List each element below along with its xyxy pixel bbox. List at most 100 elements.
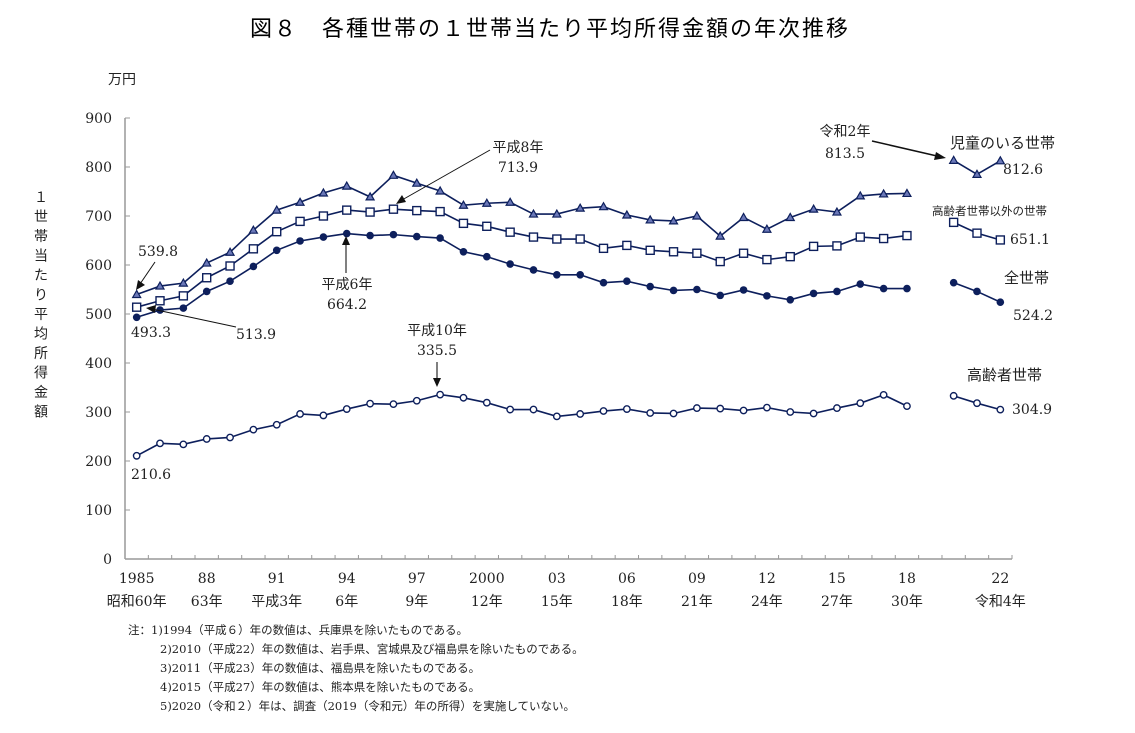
series-all bbox=[132, 229, 1005, 322]
data-point-nonelderly bbox=[645, 245, 655, 256]
y-axis-label: １ 世帯当たり平均所得金額 bbox=[34, 190, 48, 421]
x-tick-label-year: 91 bbox=[268, 571, 286, 587]
y-axis-label-char: 当 bbox=[34, 249, 48, 265]
data-point-all bbox=[389, 230, 398, 239]
y-tick-label: 800 bbox=[85, 160, 112, 176]
arrowhead-nonelderly-1996 bbox=[396, 195, 406, 204]
axes bbox=[124, 117, 1013, 560]
data-point-all bbox=[272, 246, 281, 255]
note-4: 4)2015（平成27）年の数値は、熊本県を除いたものである。 bbox=[160, 680, 481, 694]
data-point-nonelderly bbox=[225, 261, 235, 271]
note-3: 3)2011（平成23）年の数値は、福島県を除いたものである。 bbox=[160, 661, 481, 675]
x-tick-label-era: 24年 bbox=[751, 594, 783, 610]
data-point-children bbox=[691, 210, 702, 220]
series-last-value-elderly: 304.9 bbox=[1012, 402, 1052, 418]
data-point-all bbox=[483, 252, 491, 261]
data-point-children bbox=[505, 197, 516, 206]
data-point-all bbox=[833, 287, 841, 296]
series-label-children: 児童のいる世帯 bbox=[950, 134, 1055, 152]
x-tick-label-year: 03 bbox=[548, 571, 566, 587]
data-point-all bbox=[623, 277, 631, 285]
x-tick-label-era: 昭和60年 bbox=[107, 594, 167, 610]
x-tick-label-year: 18 bbox=[898, 571, 916, 587]
data-point-elderly bbox=[226, 433, 234, 442]
x-tick-label-year: 2000 bbox=[469, 571, 505, 587]
series-last-value-children: 812.6 bbox=[1003, 162, 1043, 178]
data-point-nonelderly bbox=[552, 234, 562, 244]
data-point-children bbox=[948, 155, 959, 164]
x-tick-label-era: 30年 bbox=[891, 594, 923, 610]
data-point-elderly bbox=[739, 406, 748, 415]
data-point-all bbox=[693, 285, 701, 294]
data-point-nonelderly bbox=[878, 233, 889, 244]
x-tick-label-era: 令和4年 bbox=[975, 594, 1026, 610]
y-axis-label-char: 均 bbox=[34, 327, 48, 343]
data-point-elderly bbox=[296, 410, 304, 418]
data-point-children bbox=[598, 201, 609, 211]
data-point-nonelderly bbox=[295, 216, 305, 227]
data-point-elderly bbox=[156, 439, 164, 448]
data-point-nonelderly bbox=[972, 228, 982, 238]
data-point-all bbox=[553, 271, 561, 279]
y-axis-label-char: 得 bbox=[34, 365, 48, 382]
annotation-children-2020-value: 813.5 bbox=[825, 146, 865, 162]
series-label-nonelderly: 高齢者世帯以外の世帯 bbox=[932, 204, 1047, 218]
x-tick-label-era: 9年 bbox=[405, 594, 428, 610]
data-point-all bbox=[669, 286, 678, 295]
y-tick-label: 700 bbox=[85, 209, 112, 225]
series-label-all: 全世帯 bbox=[1004, 269, 1049, 287]
series-label-elderly: 高齢者世帯 bbox=[967, 366, 1042, 384]
data-point-all bbox=[319, 233, 328, 241]
y-axis-label-char: た bbox=[34, 268, 48, 284]
data-point-children bbox=[225, 247, 236, 256]
x-tick-label-era: 6年 bbox=[335, 594, 358, 610]
data-point-nonelderly bbox=[155, 296, 165, 306]
data-point-elderly bbox=[482, 398, 491, 407]
data-point-elderly bbox=[716, 404, 725, 413]
arrowhead-children-2020 bbox=[934, 152, 946, 160]
data-point-nonelderly bbox=[715, 256, 725, 267]
data-point-children bbox=[738, 212, 749, 222]
data-point-elderly bbox=[436, 390, 445, 399]
data-point-children bbox=[388, 170, 399, 179]
data-point-children bbox=[901, 188, 912, 198]
data-point-nonelderly bbox=[855, 232, 865, 242]
series-line-elderly bbox=[136, 393, 908, 457]
data-point-children bbox=[365, 191, 376, 201]
data-point-elderly bbox=[809, 409, 818, 418]
data-point-elderly bbox=[459, 393, 468, 402]
x-tick-label-year: 1985 bbox=[119, 571, 155, 587]
data-point-elderly bbox=[319, 411, 328, 420]
y-tick-labels: 0 100 200 300 400 500 600 700 800 900 bbox=[85, 111, 112, 568]
arrowhead-nonelderly-1985 bbox=[146, 305, 156, 313]
data-point-elderly bbox=[903, 402, 911, 411]
annotation-nonelderly-1996-era: 平成8年 bbox=[493, 140, 544, 156]
data-point-children bbox=[435, 185, 446, 195]
y-axis-label-char: １ bbox=[34, 190, 48, 206]
annotation-nonelderly-1985: 513.9 bbox=[236, 327, 276, 343]
data-point-all bbox=[342, 229, 351, 238]
data-point-all bbox=[996, 298, 1005, 306]
data-point-elderly bbox=[506, 405, 515, 414]
data-point-all bbox=[716, 291, 725, 300]
data-point-elderly bbox=[599, 407, 608, 415]
series-elderly bbox=[132, 390, 1005, 460]
note-2: 2)2010（平成22）年の数値は、岩手県、宮城県及び福島県を除いたものである。 bbox=[160, 642, 584, 656]
data-point-children bbox=[621, 209, 632, 219]
data-point-elderly bbox=[973, 399, 981, 408]
x-tick-label-era: 18年 bbox=[611, 594, 643, 610]
series-nonelderly bbox=[131, 204, 1006, 312]
data-point-children bbox=[341, 180, 352, 190]
data-point-nonelderly bbox=[668, 247, 679, 257]
x-tick-label-era: 21年 bbox=[681, 594, 713, 610]
x-tick-label-era: 平成3年 bbox=[251, 594, 302, 610]
data-point-nonelderly bbox=[995, 235, 1006, 245]
x-tick-label-year: 09 bbox=[688, 571, 706, 587]
y-axis-label-char: 所 bbox=[34, 346, 48, 362]
data-point-elderly bbox=[412, 396, 421, 405]
arrowhead-elderly-1998 bbox=[433, 378, 441, 387]
arrow-children-1985 bbox=[139, 261, 156, 285]
data-point-elderly bbox=[996, 405, 1005, 414]
data-point-all bbox=[132, 313, 141, 322]
data-point-all bbox=[296, 237, 304, 245]
